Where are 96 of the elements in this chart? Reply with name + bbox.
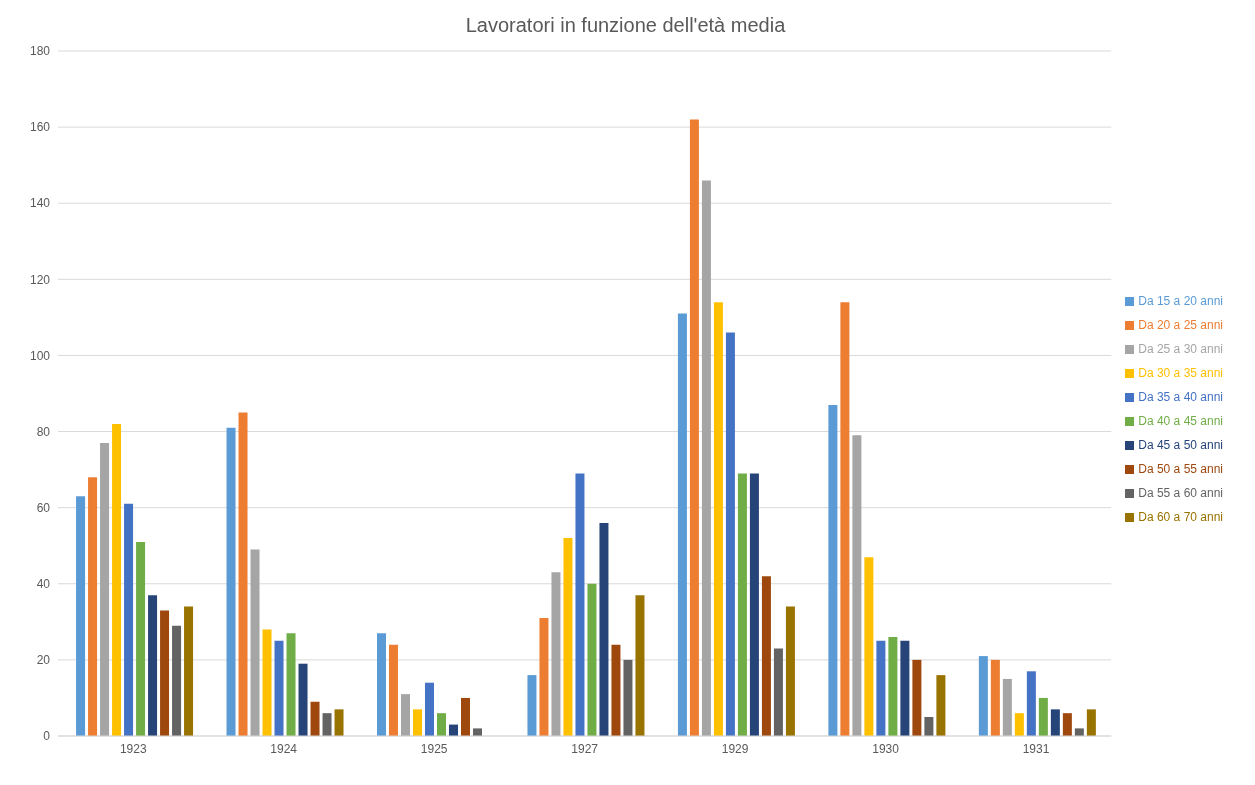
bar <box>112 423 122 736</box>
bar <box>689 119 699 736</box>
bar <box>424 682 434 736</box>
legend-label: Da 55 a 60 anni <box>1138 485 1223 500</box>
y-tick-label: 120 <box>29 272 51 287</box>
bar <box>527 675 537 736</box>
x-tick-label: 1923 <box>119 741 147 756</box>
y-tick-label: 60 <box>36 500 51 515</box>
bar <box>876 640 886 736</box>
bar <box>978 656 988 736</box>
bar <box>262 629 272 736</box>
bar <box>563 538 573 736</box>
bar <box>124 503 134 736</box>
chart-title: Lavoratori in funzione dell'età media <box>464 14 787 37</box>
bar <box>785 606 795 736</box>
x-tick-label: 1924 <box>270 741 298 756</box>
bar <box>677 313 687 736</box>
bar <box>725 332 735 736</box>
y-tick-label: 160 <box>29 120 51 135</box>
y-tick-label: 80 <box>36 424 51 439</box>
y-tick-label: 100 <box>29 348 51 363</box>
bar <box>840 302 850 736</box>
bar <box>388 644 398 736</box>
bar <box>924 716 934 736</box>
bar <box>761 576 771 736</box>
bar <box>611 644 621 736</box>
bar <box>599 522 609 736</box>
bar <box>376 633 386 736</box>
legend-label: Da 50 a 55 anni <box>1138 461 1223 476</box>
bar <box>936 675 946 736</box>
y-tick-label: 180 <box>29 44 51 59</box>
bar <box>1050 709 1060 736</box>
bar <box>100 442 110 736</box>
bar <box>148 595 158 736</box>
bar <box>400 694 410 736</box>
bar <box>76 496 86 736</box>
bar <box>828 404 838 736</box>
bar <box>551 572 561 736</box>
bar <box>274 640 284 736</box>
y-tick-label: 40 <box>36 577 51 592</box>
bar <box>472 728 482 736</box>
bar <box>852 435 862 736</box>
legend-label: Da 30 a 35 anni <box>1138 365 1223 380</box>
bar <box>238 412 248 736</box>
bar <box>412 709 422 736</box>
legend-label: Da 40 a 45 anni <box>1138 413 1223 428</box>
bar <box>322 713 332 736</box>
bar <box>749 473 759 736</box>
bar <box>912 659 922 736</box>
legend-label: Da 25 a 30 anni <box>1138 341 1223 356</box>
bar <box>737 473 747 736</box>
bar <box>184 606 194 736</box>
bar <box>1026 671 1036 736</box>
legend-label: Da 35 a 40 anni <box>1138 389 1223 404</box>
bar <box>888 637 898 736</box>
bar <box>160 610 170 736</box>
legend-label: Da 45 a 50 anni <box>1138 437 1223 452</box>
bar <box>1074 728 1084 736</box>
bar <box>460 697 470 736</box>
bar <box>864 557 874 736</box>
bar <box>773 648 783 736</box>
legend-label: Da 15 a 20 anni <box>1138 293 1223 308</box>
bar <box>334 709 344 736</box>
bar <box>713 302 723 736</box>
legend-label: Da 20 a 25 anni <box>1138 317 1223 332</box>
bar <box>310 701 320 736</box>
bar <box>900 640 910 736</box>
bar <box>701 180 711 736</box>
x-tick-label: 1931 <box>1022 741 1050 756</box>
bar <box>990 659 1000 736</box>
bar <box>1014 713 1024 736</box>
bar <box>172 625 182 736</box>
bar <box>635 595 645 736</box>
y-tick-label: 20 <box>36 653 51 668</box>
x-tick-label: 1925 <box>420 741 448 756</box>
bar <box>136 541 146 736</box>
bar <box>1038 697 1048 736</box>
bar <box>623 659 633 736</box>
bar <box>226 427 236 736</box>
bar <box>286 633 296 736</box>
bar <box>1086 709 1096 736</box>
bar <box>575 473 585 736</box>
x-tick-label: 1930 <box>872 741 900 756</box>
bar <box>298 663 308 736</box>
bar <box>539 618 549 736</box>
legend-label: Da 60 a 70 anni <box>1138 509 1223 524</box>
bar <box>587 583 597 736</box>
bar <box>1062 713 1072 736</box>
x-tick-label: 1927 <box>571 741 599 756</box>
x-tick-label: 1929 <box>721 741 749 756</box>
y-tick-label: 140 <box>29 196 51 211</box>
bar <box>88 477 98 736</box>
bar <box>436 713 446 736</box>
bar <box>1002 678 1012 736</box>
bar <box>250 549 260 736</box>
y-tick-label: 0 <box>43 729 51 744</box>
